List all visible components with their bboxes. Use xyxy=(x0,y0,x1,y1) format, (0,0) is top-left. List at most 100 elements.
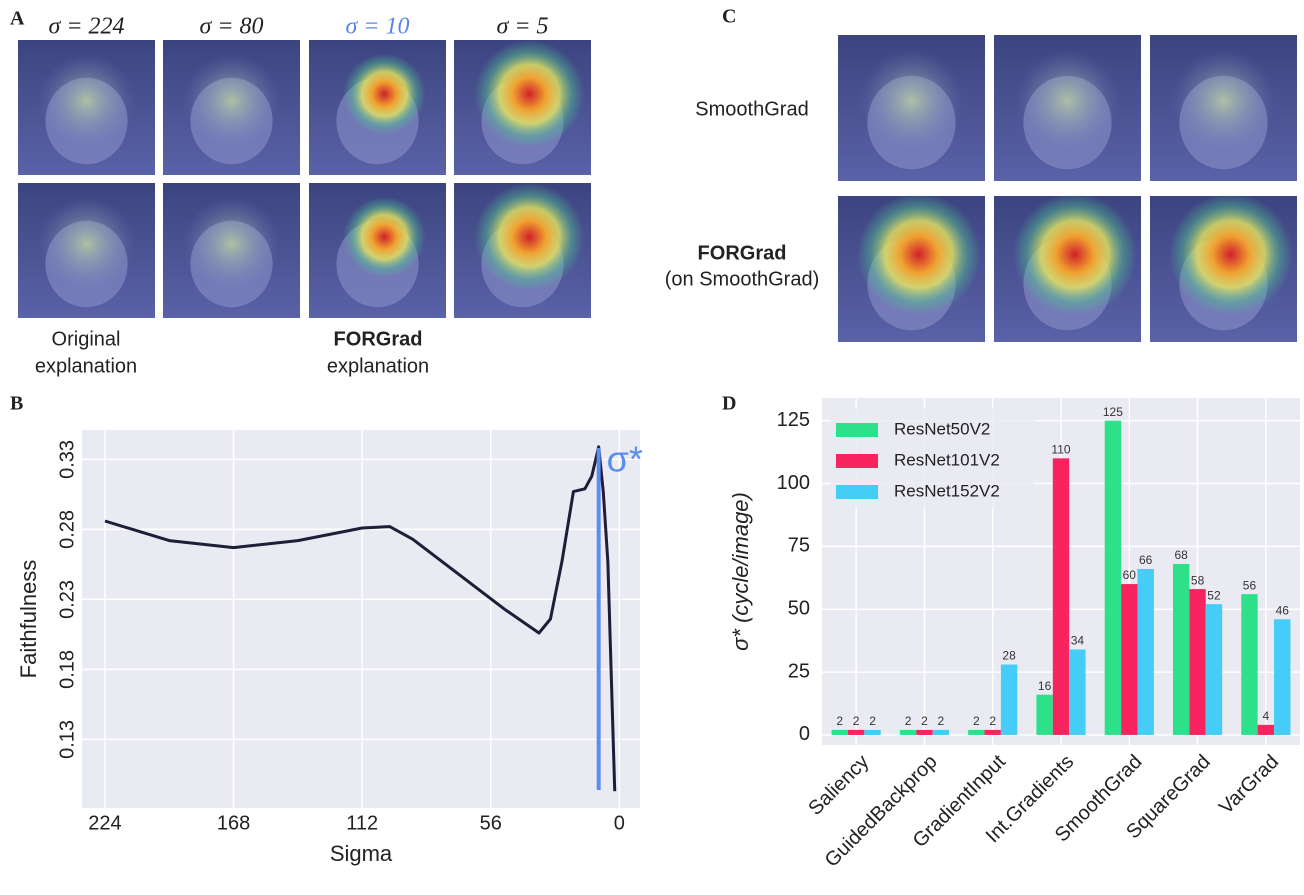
heatmap xyxy=(857,193,981,316)
value-label: 56 xyxy=(1243,578,1257,592)
heatmap xyxy=(343,53,426,135)
value-label: 2 xyxy=(853,714,860,728)
row-label: FORGrad xyxy=(698,242,787,264)
sigma-label: σ = 224 xyxy=(48,14,124,40)
legend-swatch xyxy=(836,454,878,468)
caption: explanation xyxy=(327,355,429,377)
heatmap xyxy=(343,196,426,278)
x-tick-label: Saliency xyxy=(804,751,873,820)
y-tick-label: 0.13 xyxy=(56,720,78,759)
bar xyxy=(932,729,950,735)
value-label: 110 xyxy=(1051,443,1070,457)
bar xyxy=(968,729,985,735)
caption: explanation xyxy=(35,355,137,377)
bar xyxy=(1000,664,1018,735)
x-tick-label: 56 xyxy=(480,812,502,834)
heatmap xyxy=(38,196,135,291)
y-tick-label: 125 xyxy=(777,409,810,431)
value-label: 2 xyxy=(836,714,843,728)
heatmap xyxy=(860,49,963,152)
value-label: 2 xyxy=(905,714,912,728)
value-label: 2 xyxy=(973,714,980,728)
heatmap xyxy=(1013,193,1137,316)
panel-label: C xyxy=(722,6,736,28)
heatmap xyxy=(183,53,280,148)
y-tick-label: 0.28 xyxy=(56,510,78,549)
bar xyxy=(1189,589,1206,735)
bar xyxy=(1241,594,1258,735)
value-label: 68 xyxy=(1175,548,1189,562)
value-label: 52 xyxy=(1207,588,1221,602)
heatmap xyxy=(183,196,280,291)
bar xyxy=(1104,420,1122,735)
value-label: 46 xyxy=(1276,603,1290,617)
bar xyxy=(1137,568,1154,735)
bar xyxy=(1205,604,1223,735)
y-tick-label: 0.23 xyxy=(56,580,78,619)
value-label: 125 xyxy=(1103,405,1123,419)
value-label: 16 xyxy=(1038,679,1052,693)
caption: Original xyxy=(52,328,121,350)
legend-label: ResNet152V2 xyxy=(894,481,1000,500)
heatmap xyxy=(1016,49,1119,152)
x-axis-label: Sigma xyxy=(330,841,393,866)
bar xyxy=(1036,694,1053,735)
bar xyxy=(916,729,933,735)
bar xyxy=(1172,563,1190,735)
y-tick-label: 75 xyxy=(788,535,810,557)
row-label: SmoothGrad xyxy=(695,98,808,120)
value-label: 34 xyxy=(1071,634,1085,648)
bar xyxy=(847,729,865,735)
panel-label: A xyxy=(10,8,25,30)
bar xyxy=(899,729,917,735)
y-tick-label: 100 xyxy=(777,472,810,494)
plot-background xyxy=(82,430,640,808)
legend-label: ResNet50V2 xyxy=(894,419,990,438)
value-label: 66 xyxy=(1139,553,1153,567)
sigma-star-label: σ* xyxy=(607,439,643,480)
legend-label: ResNet101V2 xyxy=(894,450,1000,469)
value-label: 2 xyxy=(869,714,876,728)
x-tick-label: 112 xyxy=(346,812,378,834)
heatmap xyxy=(474,40,585,148)
value-label: 28 xyxy=(1002,649,1016,663)
y-tick-label: 25 xyxy=(788,660,810,682)
y-tick-label: 0.18 xyxy=(56,650,78,689)
x-tick-label: 0 xyxy=(614,812,625,834)
sigma-label: σ = 80 xyxy=(199,14,263,40)
x-tick-label: VarGrad xyxy=(1215,751,1283,819)
value-label: 60 xyxy=(1123,568,1137,582)
bar xyxy=(1069,649,1086,735)
y-tick-label: 0.33 xyxy=(56,440,78,479)
panel-label: D xyxy=(722,393,736,415)
row-label: (on SmoothGrad) xyxy=(665,268,820,290)
value-label: 2 xyxy=(921,714,928,728)
panel-label: B xyxy=(10,393,23,415)
bar xyxy=(1052,458,1070,735)
sigma-label: σ = 10 xyxy=(345,14,409,40)
heatmap xyxy=(474,183,585,291)
caption: FORGrad xyxy=(334,328,423,350)
heatmap xyxy=(1172,49,1275,152)
legend-swatch xyxy=(836,485,878,499)
y-tick-label: 50 xyxy=(788,597,810,619)
y-axis-label: σ* (cycle/image) xyxy=(728,492,753,651)
sigma-label: σ = 5 xyxy=(496,14,548,40)
bar xyxy=(864,729,881,735)
x-tick-label: 168 xyxy=(217,812,250,834)
heatmap xyxy=(1169,193,1293,316)
value-label: 58 xyxy=(1191,573,1205,587)
bar xyxy=(1121,584,1138,735)
value-label: 2 xyxy=(937,714,944,728)
heatmap xyxy=(38,53,135,148)
bar xyxy=(984,729,1001,735)
bar xyxy=(831,729,848,735)
y-tick-label: 0 xyxy=(799,723,810,745)
x-tick-label: 224 xyxy=(88,812,121,834)
bar xyxy=(1274,619,1291,735)
value-label: 4 xyxy=(1263,709,1270,723)
legend-swatch xyxy=(836,423,878,437)
value-label: 2 xyxy=(989,714,996,728)
y-axis-label: Faithfulness xyxy=(16,560,41,679)
